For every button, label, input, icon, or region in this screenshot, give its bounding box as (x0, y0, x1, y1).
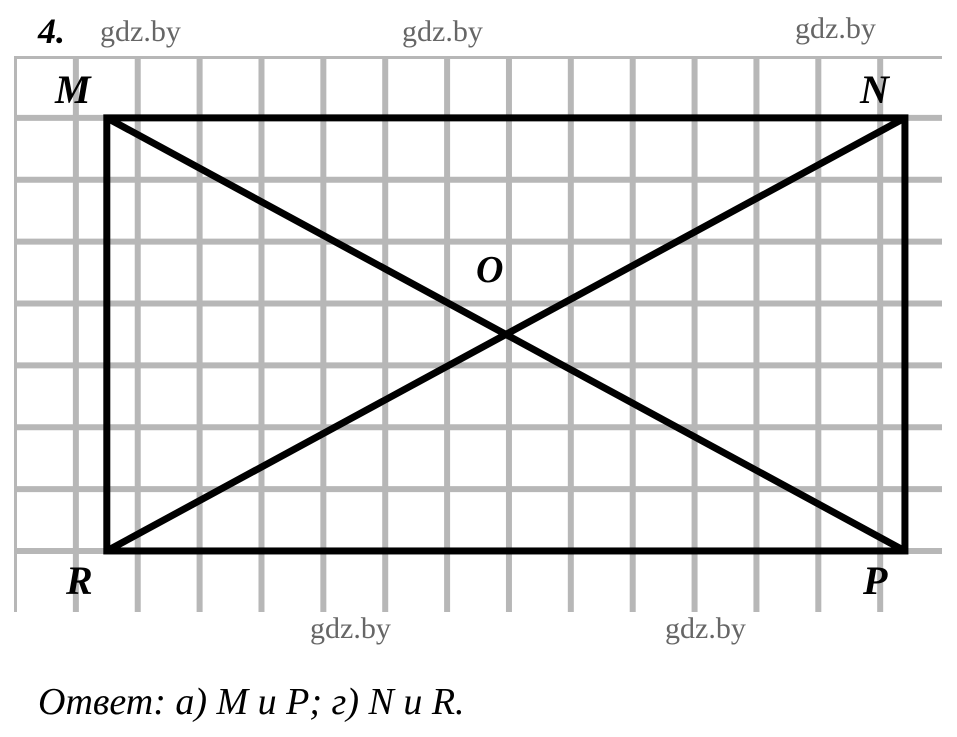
vertex-label-N: N (860, 66, 889, 113)
watermark-0: gdz.by (100, 15, 181, 49)
vertex-label-P: P (863, 557, 887, 604)
diagram-container: 4. Ответ: а) M и P; г) N и R. gdz.by gdz.… (0, 0, 957, 737)
answer-content: а) M и P; г) N и R. (166, 681, 465, 723)
answer-label: Ответ: (38, 681, 166, 723)
watermark-1: gdz.by (402, 15, 483, 49)
answer-line: Ответ: а) M и P; г) N и R. (38, 680, 465, 724)
vertex-label-M: M (55, 66, 91, 113)
problem-number: 4. (38, 10, 65, 52)
grid-area (14, 56, 942, 612)
watermark-4: gdz.by (665, 612, 746, 646)
vertex-label-R: R (66, 557, 93, 604)
watermark-3: gdz.by (310, 612, 391, 646)
problem-number-text: 4. (38, 11, 65, 51)
vertex-label-O: O (476, 248, 503, 292)
grid-svg (14, 56, 942, 612)
watermark-2: gdz.by (795, 12, 876, 46)
